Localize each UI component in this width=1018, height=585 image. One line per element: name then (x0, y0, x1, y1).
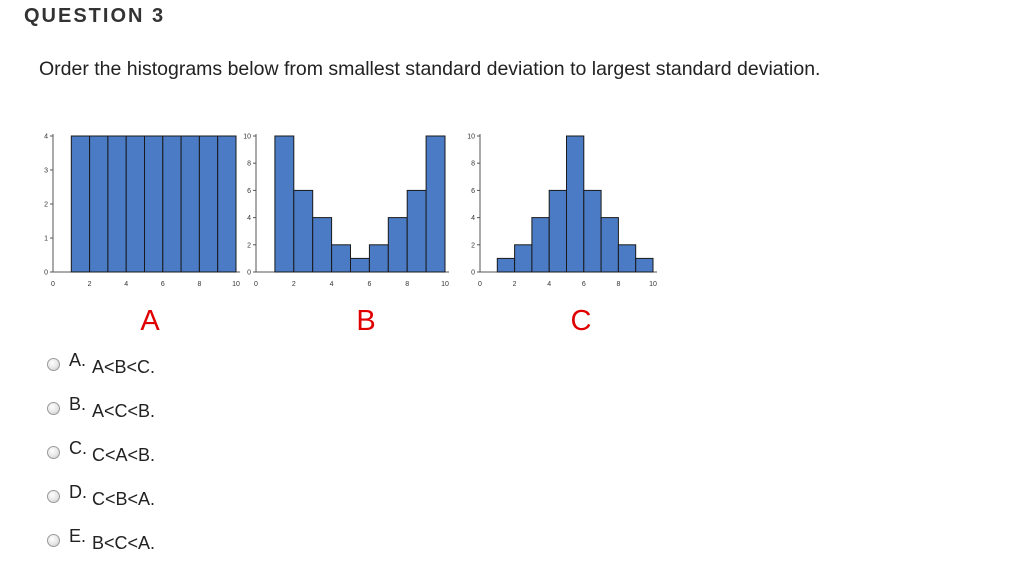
x-tick-label: 0 (254, 281, 258, 288)
x-tick-label: 4 (330, 281, 334, 288)
histogram-c: 0 2 4 6 8 10 0 2 4 6 8 10 (467, 134, 657, 288)
x-tick-label: 8 (616, 281, 620, 288)
x-tick-label: 6 (367, 281, 371, 288)
histogram-bar (180, 135, 200, 273)
histogram-bar (144, 135, 164, 273)
histogram-bar (162, 135, 182, 273)
histogram-bar (217, 135, 237, 273)
histogram-bar (583, 189, 602, 273)
histogram-bar (514, 244, 533, 273)
question-text: Order the histograms below from smallest… (39, 58, 821, 80)
x-tick-label: 4 (124, 281, 128, 288)
y-tick-label: 0 (471, 270, 475, 277)
question-header: QUESTION 3 (24, 5, 166, 27)
x-tick-label: 8 (197, 281, 201, 288)
y-tick-label: 8 (247, 161, 251, 168)
histogram-label-a: A (140, 305, 160, 337)
radio-button-c[interactable] (47, 446, 60, 459)
histogram-bar (331, 244, 351, 273)
histogram-bar (107, 135, 127, 273)
histogram-bar (274, 135, 295, 273)
y-tick-label: 2 (247, 242, 251, 249)
x-tick-label: 6 (161, 281, 165, 288)
x-tick-label: 10 (649, 281, 657, 288)
option-letter: E. (69, 526, 87, 546)
radio-button-b[interactable] (47, 402, 60, 415)
histogram-label-c: C (570, 305, 592, 337)
histogram-bar (531, 217, 550, 273)
option-text: A<C<B. (92, 401, 156, 421)
option-letter: A. (69, 350, 87, 370)
option-letter: C. (69, 438, 87, 458)
x-tick-label: 10 (441, 281, 449, 288)
histogram-bar (350, 257, 370, 273)
option-letter: B. (69, 394, 87, 414)
x-tick-label: 8 (405, 281, 409, 288)
histogram-bar (617, 244, 637, 273)
option-letter: D. (69, 482, 87, 502)
option-text: B<C<A. (92, 533, 156, 553)
x-tick-label: 2 (88, 281, 92, 288)
option-c[interactable]: C. C<A<B. (44, 438, 344, 471)
x-tick-label: 4 (547, 281, 551, 288)
histogram-bar (600, 217, 619, 273)
histogram-bar (406, 189, 427, 273)
x-tick-label: 2 (292, 281, 296, 288)
option-b[interactable]: B. A<C<B. (44, 394, 344, 427)
y-tick-label: 6 (247, 188, 251, 195)
histogram-bar (70, 135, 91, 273)
histogram-bar (89, 135, 109, 273)
y-tick-label: 4 (471, 215, 475, 222)
y-tick-label: 8 (471, 161, 475, 168)
option-text: A<B<C. (92, 357, 156, 377)
histograms-area: 0 1 2 3 4 0 2 4 6 8 10 0 2 4 6 8 10 0 2 4 6 8 10 0 2 4 6 8 10 0 2 4 6 8… (44, 134, 657, 288)
x-tick-label: 0 (478, 281, 482, 288)
histogram-bar (548, 189, 567, 273)
radio-button-d[interactable] (47, 490, 60, 503)
y-tick-label: 4 (44, 134, 48, 141)
y-tick-label: 2 (471, 242, 475, 249)
histogram-label-b: B (356, 305, 376, 337)
radio-button-e[interactable] (47, 534, 60, 547)
x-tick-label: 2 (513, 281, 517, 288)
y-tick-label: 0 (247, 270, 251, 277)
histogram-bar (387, 217, 408, 273)
radio-button-a[interactable] (47, 358, 60, 371)
histogram-bar (312, 217, 333, 273)
histogram-b: 0 2 4 6 8 10 0 2 4 6 8 10 (243, 134, 449, 288)
x-tick-label: 0 (51, 281, 55, 288)
histogram-a: 0 1 2 3 4 0 2 4 6 8 10 (44, 134, 240, 288)
option-text: C<B<A. (92, 489, 156, 509)
histogram-bar (635, 257, 654, 273)
y-tick-label: 6 (471, 188, 475, 195)
y-tick-label: 4 (247, 215, 251, 222)
option-text: C<A<B. (92, 445, 156, 465)
y-tick-label: 3 (44, 168, 48, 175)
y-tick-label: 10 (467, 134, 475, 141)
y-tick-label: 10 (243, 134, 251, 141)
histogram-bar (293, 189, 314, 273)
y-tick-label: 2 (44, 202, 48, 209)
x-tick-label: 6 (582, 281, 586, 288)
y-tick-label: 0 (44, 270, 48, 277)
option-d[interactable]: D. C<B<A. (44, 482, 344, 515)
histogram-bar (566, 135, 585, 273)
histogram-bar (125, 135, 145, 273)
histogram-bar (368, 244, 389, 273)
histogram-bar (425, 135, 446, 273)
option-e[interactable]: E. B<C<A. (44, 526, 344, 559)
y-tick-label: 1 (44, 236, 48, 243)
option-a[interactable]: A. A<B<C. (44, 350, 344, 383)
histogram-bar (198, 135, 219, 273)
histogram-bar (496, 257, 516, 273)
x-tick-label: 10 (232, 281, 240, 288)
